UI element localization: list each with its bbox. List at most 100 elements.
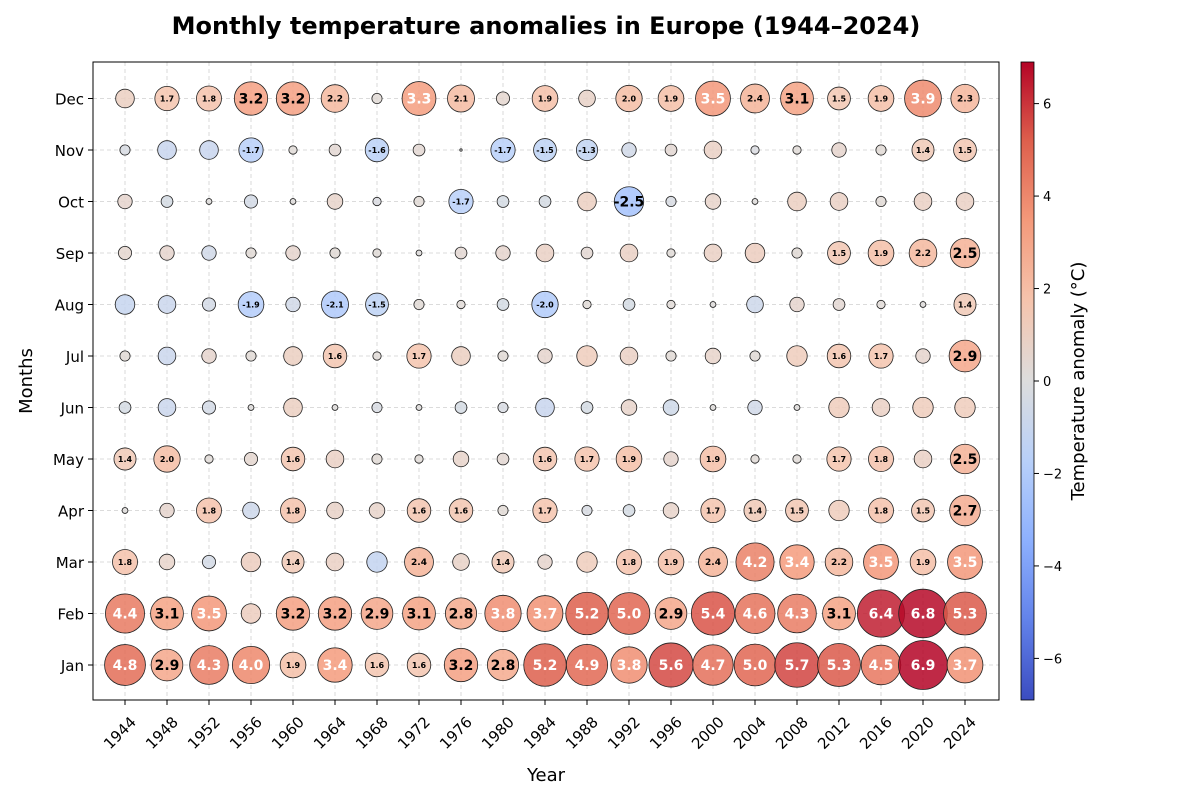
bubble-point bbox=[699, 445, 727, 473]
data-label: 3.7 bbox=[953, 658, 978, 674]
y-tick-label: Sep bbox=[56, 245, 84, 263]
bubble-point bbox=[412, 143, 426, 157]
colorbar-tick-label: 0 bbox=[1043, 375, 1051, 390]
bubble-point bbox=[703, 243, 723, 263]
bubble-point bbox=[777, 593, 817, 634]
bubble-point bbox=[909, 548, 937, 576]
bubble-point bbox=[787, 191, 807, 212]
bubble-point bbox=[160, 195, 174, 208]
bubble-point bbox=[751, 198, 759, 205]
bubble-point bbox=[822, 596, 856, 631]
data-label: 1.9 bbox=[664, 558, 679, 567]
bubble-point bbox=[233, 81, 269, 116]
data-label: 4.2 bbox=[743, 555, 768, 571]
data-label: 5.0 bbox=[743, 658, 768, 674]
bubble-point bbox=[371, 92, 383, 105]
bubble-point bbox=[666, 299, 676, 310]
bubble-point bbox=[413, 195, 425, 208]
data-label: 1.9 bbox=[874, 94, 889, 103]
colorbar-tick-label: 2 bbox=[1043, 283, 1051, 298]
bubble-point bbox=[454, 246, 468, 260]
bubble-point bbox=[231, 645, 271, 685]
bubble-point bbox=[913, 192, 933, 211]
colorbar-tick-label: 4 bbox=[1043, 190, 1051, 205]
bubble-point bbox=[868, 497, 894, 524]
data-label: 3.7 bbox=[533, 607, 558, 623]
bubble-point bbox=[317, 647, 353, 683]
bubble-point bbox=[105, 593, 145, 634]
bubble-point bbox=[867, 239, 895, 267]
x-tick-label: 1952 bbox=[184, 713, 224, 753]
bubble-point bbox=[616, 549, 642, 575]
bubble-point bbox=[829, 192, 849, 211]
bubble-point bbox=[158, 553, 176, 571]
data-label: -1.3 bbox=[578, 146, 596, 155]
data-label: 3.3 bbox=[407, 92, 432, 108]
bubble-point bbox=[280, 446, 306, 472]
bubble-point bbox=[364, 137, 390, 163]
data-label: 3.5 bbox=[197, 607, 222, 623]
y-axis: Jan Feb Mar Apr May Jun Jul Aug Sep Oct Nov Dec bbox=[53, 91, 93, 675]
data-label: -1.7 bbox=[452, 197, 470, 206]
bubble-point bbox=[826, 343, 852, 369]
bubble-point bbox=[415, 249, 423, 257]
bubble-point bbox=[283, 346, 303, 366]
x-tick-label: 2016 bbox=[856, 713, 896, 753]
data-label: 1.6 bbox=[328, 352, 343, 361]
bubble-point bbox=[743, 499, 767, 522]
x-tick-label: 1996 bbox=[646, 713, 686, 753]
data-label: 3.2 bbox=[323, 607, 348, 623]
data-label: 2.1 bbox=[454, 94, 469, 103]
bubble-point bbox=[240, 551, 262, 573]
bubble-point bbox=[695, 80, 731, 117]
bubble-point bbox=[780, 81, 814, 116]
bubble-point bbox=[704, 347, 722, 365]
bubble-point bbox=[201, 400, 216, 415]
bubble-point bbox=[875, 144, 887, 156]
data-label: 2.9 bbox=[953, 349, 978, 365]
y-tick-label: Nov bbox=[55, 142, 84, 160]
data-label: 4.3 bbox=[785, 607, 810, 623]
bubble-point bbox=[371, 453, 383, 465]
bubble-point bbox=[953, 293, 977, 316]
bubble-point bbox=[532, 497, 558, 524]
colorbar-tick-label: 6 bbox=[1043, 98, 1051, 113]
bubble-point bbox=[275, 81, 311, 116]
data-label: 2.2 bbox=[915, 249, 931, 259]
data-label: 1.7 bbox=[412, 352, 426, 361]
data-label: 2.8 bbox=[491, 658, 516, 674]
bubble-point bbox=[785, 498, 809, 523]
bubble-point bbox=[448, 498, 474, 523]
bubble-point bbox=[615, 445, 643, 473]
bubble-point bbox=[912, 396, 934, 419]
bubble-point bbox=[364, 652, 390, 678]
data-label: 2.4 bbox=[411, 558, 427, 568]
data-label: 4.0 bbox=[239, 658, 264, 674]
x-tick-label: 1960 bbox=[268, 713, 308, 753]
bubble-point bbox=[619, 243, 639, 263]
data-label: -1.5 bbox=[536, 146, 554, 155]
bubble-point bbox=[401, 81, 437, 116]
data-label: 3.1 bbox=[155, 607, 180, 623]
bubble-point bbox=[868, 343, 894, 369]
bubble-point bbox=[497, 401, 509, 414]
bubble-point bbox=[911, 138, 935, 162]
colorbar-tick-label: −2 bbox=[1043, 467, 1062, 482]
bubble-point bbox=[908, 238, 938, 268]
x-tick-label: 2000 bbox=[688, 713, 728, 753]
bubble-point bbox=[538, 195, 552, 208]
bubble-point bbox=[954, 396, 976, 419]
bubble-point bbox=[448, 188, 474, 215]
bubble-point bbox=[793, 404, 801, 411]
data-label: 5.2 bbox=[575, 607, 600, 623]
bubble-point bbox=[744, 242, 766, 264]
bubble-point bbox=[535, 243, 555, 263]
bubble-point bbox=[580, 401, 594, 414]
data-label: 1.9 bbox=[874, 249, 889, 258]
bubble-point bbox=[402, 596, 436, 631]
bubble-point bbox=[532, 446, 558, 472]
data-label: 4.4 bbox=[113, 607, 138, 623]
data-label: 5.7 bbox=[785, 658, 810, 674]
bubble-point bbox=[204, 454, 214, 464]
bubble-point bbox=[703, 140, 723, 160]
